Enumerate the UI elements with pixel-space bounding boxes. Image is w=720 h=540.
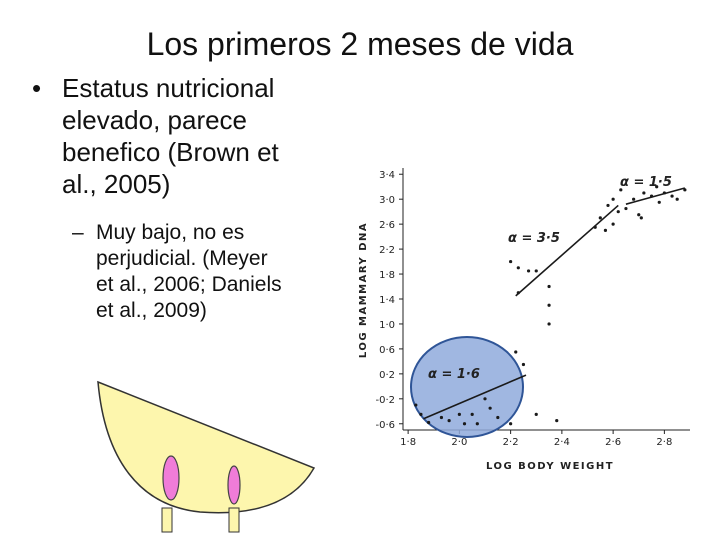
annotation-alpha-3-5: α = 3·5 <box>508 231 560 246</box>
data-points <box>414 185 687 426</box>
udder-body <box>97 380 316 514</box>
x-tick-label: 1·8 <box>400 437 416 448</box>
data-point <box>509 422 513 426</box>
fit-line <box>625 187 686 205</box>
data-point <box>683 188 687 192</box>
y-tick-label: 1·4 <box>379 295 395 306</box>
udder-illustration <box>97 380 316 533</box>
data-point <box>603 228 608 232</box>
data-point <box>639 216 643 220</box>
teat-right <box>227 465 241 505</box>
annotation-alpha-1-5: α = 1·5 <box>620 175 672 190</box>
data-point <box>547 322 551 326</box>
y-axis-label: LOG MAMMARY DNA <box>358 222 369 358</box>
data-point <box>475 422 479 426</box>
teat-stem-right <box>228 507 240 533</box>
data-point <box>670 194 674 198</box>
y-tick-label: 0·6 <box>379 345 395 356</box>
y-tick-label: 2·2 <box>379 245 395 256</box>
annotation-alpha-1-6: α = 1·6 <box>428 367 480 382</box>
data-point <box>649 194 654 198</box>
bullet-marker: • <box>32 73 42 103</box>
fit-line <box>423 374 527 420</box>
y-tick-label: 3·0 <box>379 195 395 206</box>
x-tick-label: 2·6 <box>605 437 621 448</box>
slide-title: Los primeros 2 meses de vida <box>146 26 574 62</box>
data-point <box>488 406 492 410</box>
data-point <box>675 197 679 201</box>
x-axis-label: LOG BODY WEIGHT <box>486 461 614 472</box>
data-point <box>624 206 628 211</box>
data-point <box>632 197 636 201</box>
data-point <box>606 203 610 208</box>
sub-bullet-marker: – <box>72 221 84 244</box>
data-point <box>414 403 418 407</box>
data-point <box>547 284 551 289</box>
x-axis-ticks: 1·8 2·0 2·2 2·4 2·6 2·8 <box>400 430 672 448</box>
data-point <box>496 415 500 420</box>
data-point <box>526 269 531 273</box>
data-point <box>555 419 559 423</box>
y-tick-label: -0·6 <box>375 420 395 431</box>
y-tick-label: 1·8 <box>379 270 395 281</box>
y-tick-label: -0·2 <box>375 395 395 406</box>
sub-bullet-item: – Muy bajo, no es perjudicial. (Meyer et… <box>30 220 330 324</box>
data-point <box>516 291 520 295</box>
fit-line <box>515 204 619 297</box>
data-point <box>534 412 538 417</box>
data-point <box>662 191 666 195</box>
x-tick-label: 2·2 <box>503 437 519 448</box>
data-point <box>642 191 646 195</box>
data-point <box>521 362 526 367</box>
x-tick-label: 2·8 <box>656 437 672 448</box>
data-point <box>439 415 444 420</box>
bullet-list: • Estatus nutricional elevado, parece be… <box>30 72 330 324</box>
bullet-text: Estatus nutricional elevado, parece bene… <box>62 73 279 199</box>
data-point <box>462 422 467 426</box>
data-point <box>419 412 423 417</box>
data-point <box>509 259 513 264</box>
data-point <box>611 222 615 226</box>
x-tick-label: 2·0 <box>451 437 467 448</box>
data-point <box>427 420 431 425</box>
x-tick-label: 2·4 <box>554 437 570 448</box>
data-point <box>516 266 520 270</box>
data-point <box>547 303 551 307</box>
data-point <box>447 419 451 423</box>
data-point <box>514 350 518 354</box>
scatter-chart: 3·4 3·0 2·6 2·2 1·8 1·4 1·0 0·6 0·2 -0·2 -0·6 1·8 2… <box>358 168 690 472</box>
y-tick-label: 2·6 <box>379 220 395 231</box>
data-point <box>598 216 602 220</box>
teat-left <box>162 455 180 501</box>
data-point <box>534 269 538 273</box>
data-point <box>616 210 620 214</box>
teat-stem-left <box>161 507 173 533</box>
data-point <box>483 397 487 401</box>
fit-lines <box>423 187 686 420</box>
data-point <box>619 188 623 192</box>
bullet-item: • Estatus nutricional elevado, parece be… <box>30 72 330 200</box>
data-point <box>593 225 597 229</box>
y-tick-label: 1·0 <box>379 320 395 331</box>
y-axis-ticks: 3·4 3·0 2·6 2·2 1·8 1·4 1·0 0·6 0·2 -0·2 -0·6 <box>375 170 403 431</box>
data-point <box>611 197 615 201</box>
data-point <box>655 185 659 189</box>
sub-bullet-text: Muy bajo, no es perjudicial. (Meyer et a… <box>96 221 282 322</box>
data-point <box>457 412 461 417</box>
y-tick-label: 3·4 <box>379 170 395 181</box>
y-tick-label: 0·2 <box>379 370 395 381</box>
data-point <box>657 200 661 204</box>
data-point <box>470 412 474 417</box>
data-point <box>637 213 641 217</box>
